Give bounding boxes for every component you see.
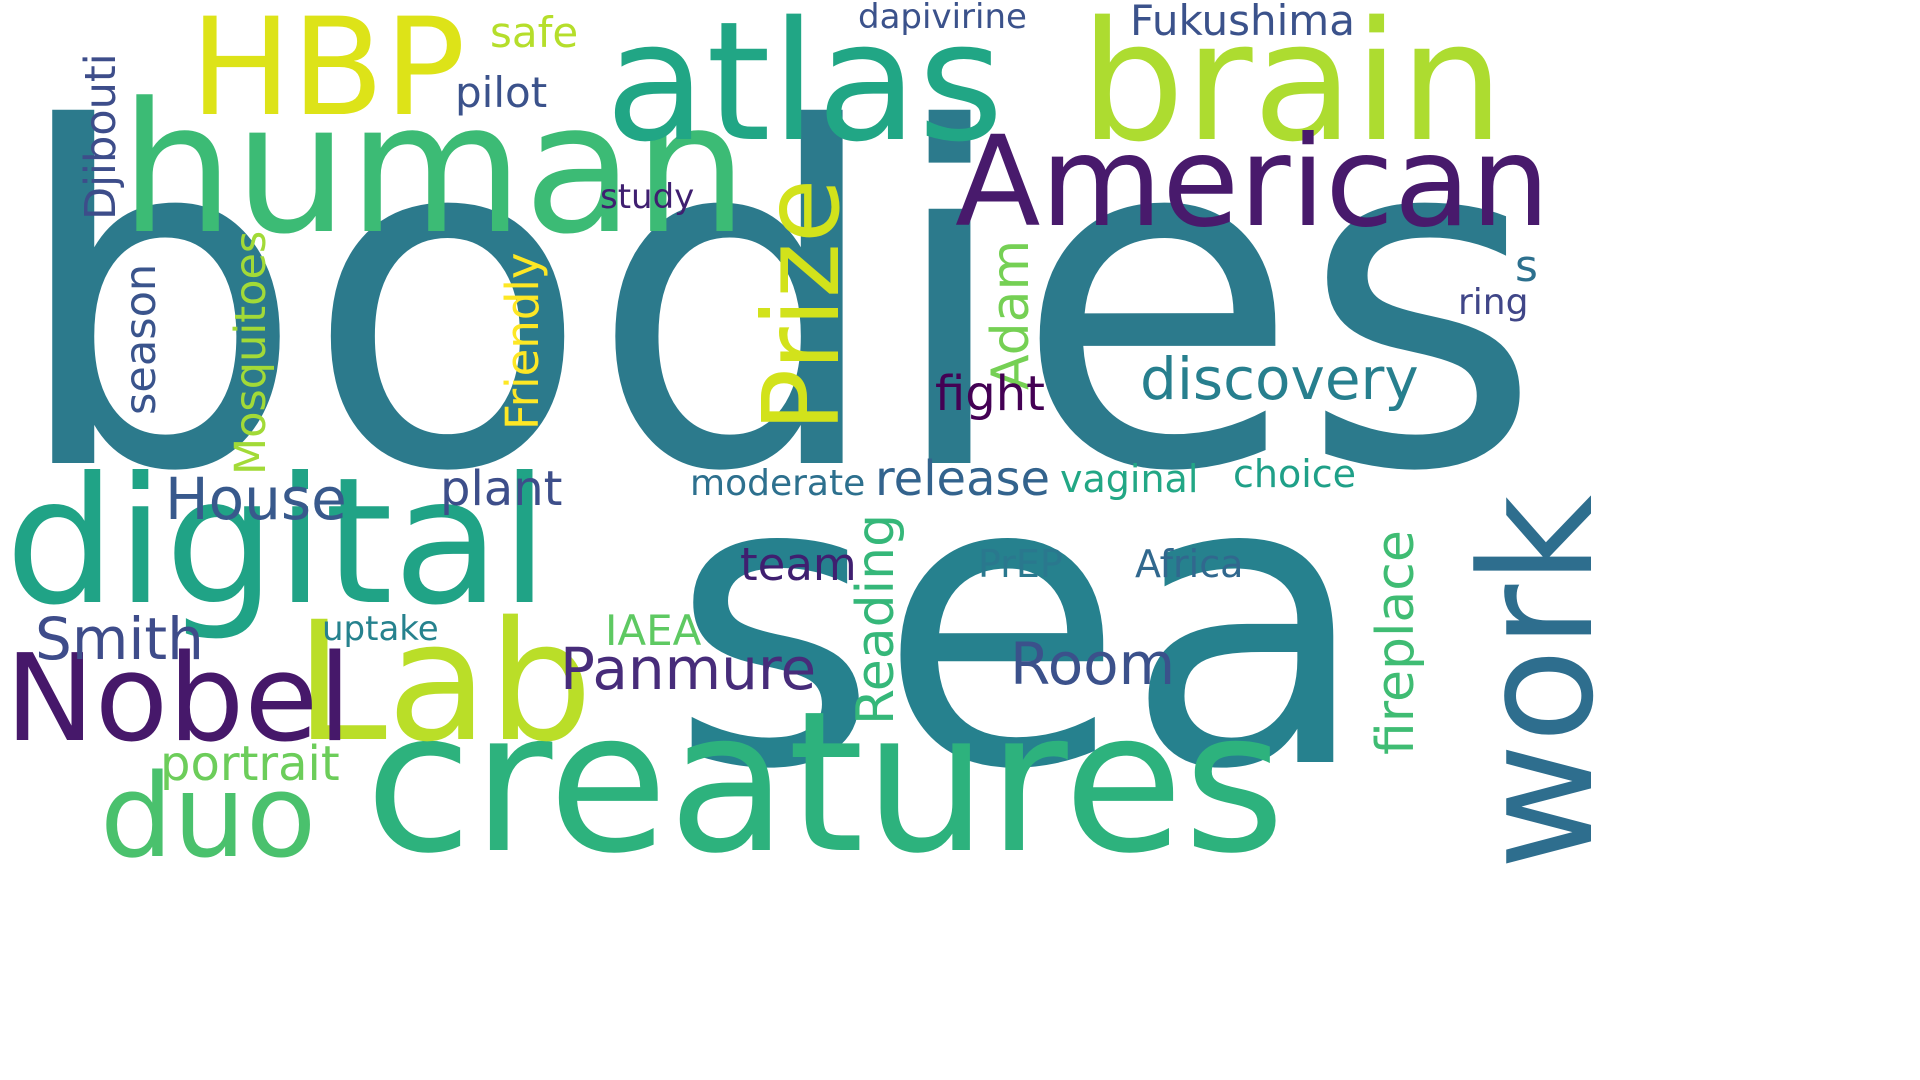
word-vaginal: vaginal xyxy=(1060,460,1198,498)
word-prize: Prize xyxy=(750,178,855,432)
word-fight: fight xyxy=(935,370,1045,418)
word-mosquitoes: Mosquitoes xyxy=(230,231,273,475)
word-work: work xyxy=(1460,495,1615,870)
word-portrait: portrait xyxy=(160,740,340,788)
word-smith: Smith xyxy=(35,610,204,668)
word-s: s xyxy=(1515,245,1538,289)
word-release: release xyxy=(875,455,1050,503)
word-choice: choice xyxy=(1233,455,1356,493)
word-fukushima: Fukushima xyxy=(1130,0,1355,42)
word-pilot: pilot xyxy=(455,72,547,114)
word-discovery: discovery xyxy=(1140,350,1419,408)
word-iaea: IAEA xyxy=(605,610,701,652)
word-djibouti: Djibouti xyxy=(80,53,123,220)
word-reading: Reading xyxy=(850,514,902,725)
word-safe: safe xyxy=(490,12,578,54)
word-hbp: HBP xyxy=(190,0,466,135)
word-season: season xyxy=(120,264,163,415)
word-moderate: moderate xyxy=(690,466,865,502)
word-fireplace: fireplace xyxy=(1370,530,1422,755)
word-uptake: uptake xyxy=(322,612,439,646)
word-team: team xyxy=(740,542,857,587)
word-friendly: Friendly xyxy=(500,252,545,430)
word-room: Room xyxy=(1010,635,1175,693)
word-american: American xyxy=(955,120,1550,245)
word-plant: plant xyxy=(440,465,562,513)
word-africa: Africa xyxy=(1135,545,1243,583)
word-prep: PrEP xyxy=(978,545,1063,583)
word-dapivirine: dapivirine xyxy=(858,0,1027,34)
word-house: House xyxy=(165,470,347,528)
word-study: study xyxy=(600,180,694,214)
